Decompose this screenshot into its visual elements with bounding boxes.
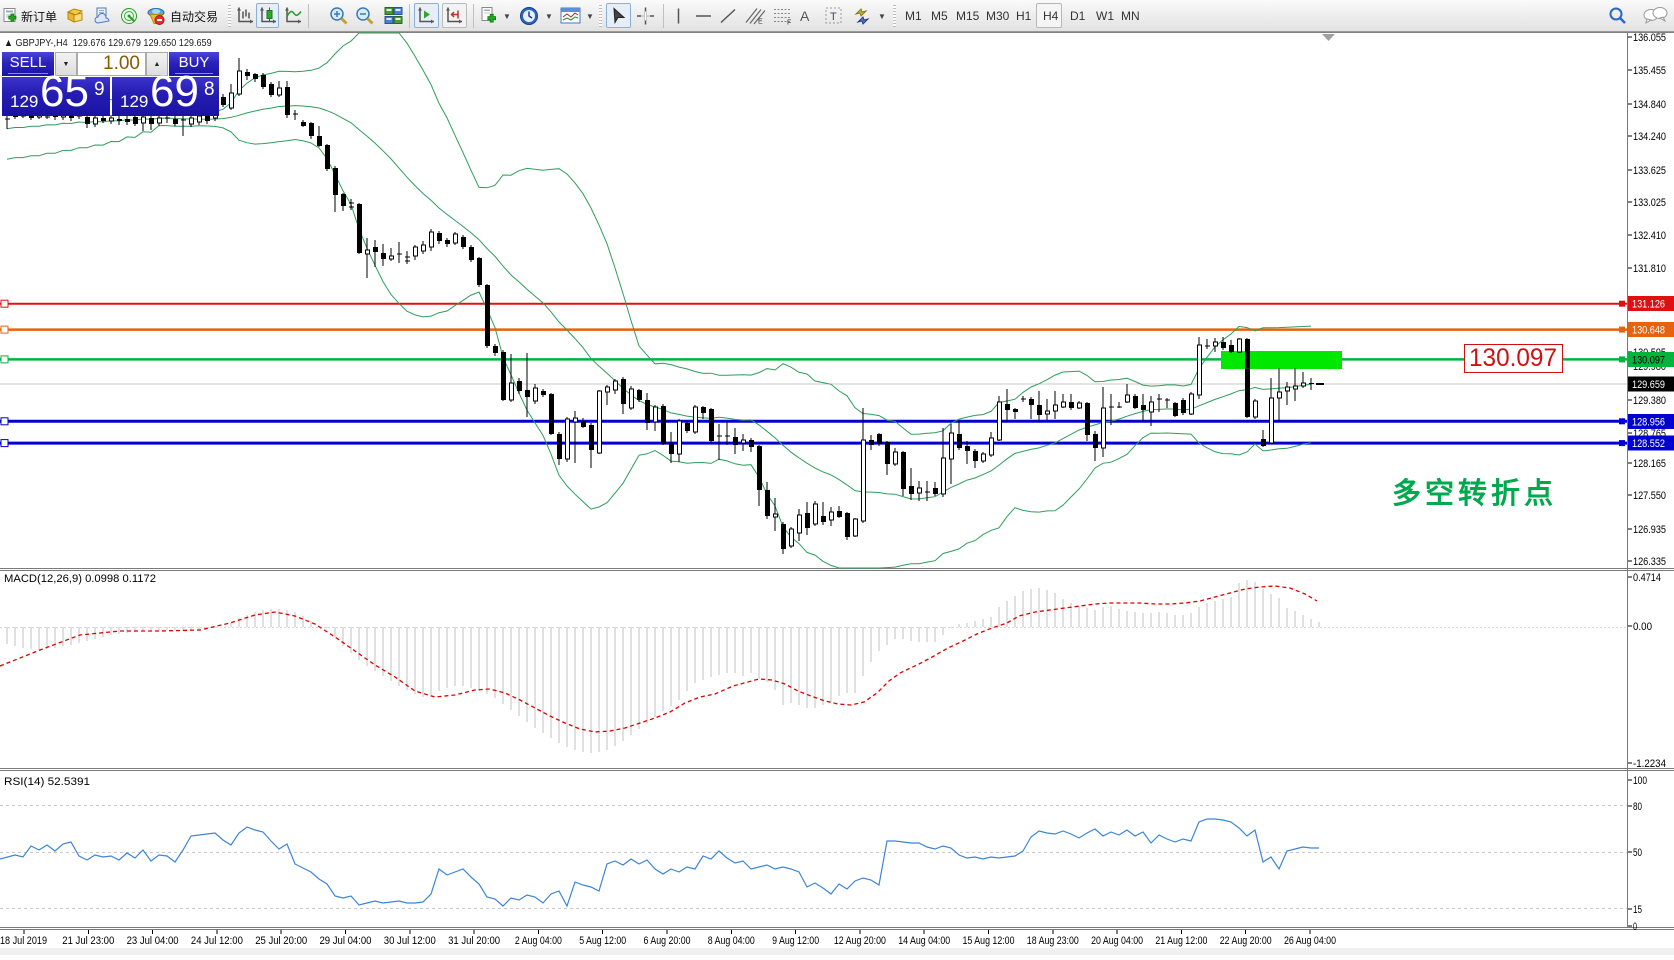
svg-text:20 Aug 04:00: 20 Aug 04:00: [1091, 935, 1143, 947]
svg-text:30 Jul 12:00: 30 Jul 12:00: [384, 935, 436, 947]
svg-text:128.552: 128.552: [1632, 438, 1665, 450]
svg-text:多空转折点: 多空转折点: [1392, 476, 1557, 510]
svg-text:21 Jul 23:00: 21 Jul 23:00: [62, 935, 114, 947]
svg-text:130.097: 130.097: [1469, 344, 1557, 372]
svg-text:100: 100: [1633, 775, 1647, 787]
svg-text:23 Jul 04:00: 23 Jul 04:00: [127, 935, 179, 947]
svg-text:80: 80: [1633, 801, 1642, 813]
svg-text:8 Aug 04:00: 8 Aug 04:00: [708, 935, 755, 947]
svg-text:18 Aug 23:00: 18 Aug 23:00: [1027, 935, 1079, 947]
svg-text:128.956: 128.956: [1632, 416, 1665, 428]
svg-text:128.165: 128.165: [1633, 458, 1666, 470]
svg-text:18 Jul 2019: 18 Jul 2019: [0, 935, 47, 947]
svg-text:25 Jul 20:00: 25 Jul 20:00: [255, 935, 307, 947]
svg-text:9 Aug 12:00: 9 Aug 12:00: [772, 935, 819, 947]
svg-text:126.335: 126.335: [1633, 556, 1666, 568]
svg-text:134.840: 134.840: [1633, 99, 1666, 111]
svg-text:130.648: 130.648: [1632, 325, 1665, 337]
svg-text:133.625: 133.625: [1633, 165, 1666, 177]
svg-text:T: T: [830, 11, 837, 23]
svg-text:14 Aug 04:00: 14 Aug 04:00: [898, 935, 950, 947]
svg-text:24 Jul 12:00: 24 Jul 12:00: [191, 935, 243, 947]
svg-text:0: 0: [1633, 921, 1637, 933]
svg-text:15: 15: [1633, 904, 1642, 916]
svg-text:133.025: 133.025: [1633, 197, 1666, 209]
svg-text:F: F: [787, 20, 791, 27]
svg-text:21 Aug 12:00: 21 Aug 12:00: [1155, 935, 1207, 947]
svg-text:132.410: 132.410: [1633, 230, 1666, 242]
svg-text:0.00: 0.00: [1633, 621, 1652, 633]
svg-text:12 Aug 20:00: 12 Aug 20:00: [834, 935, 886, 947]
svg-text:136.055: 136.055: [1633, 32, 1666, 44]
svg-text:127.550: 127.550: [1633, 490, 1666, 502]
svg-text:RSI(14) 52.5391: RSI(14) 52.5391: [4, 776, 90, 788]
svg-text:130.097: 130.097: [1632, 354, 1665, 366]
svg-text:-1.2234: -1.2234: [1633, 758, 1666, 770]
svg-text:134.240: 134.240: [1633, 131, 1666, 143]
svg-text:E: E: [758, 19, 763, 26]
svg-text:129.380: 129.380: [1633, 395, 1666, 407]
svg-text:6 Aug 20:00: 6 Aug 20:00: [644, 935, 691, 947]
svg-text:31 Jul 20:00: 31 Jul 20:00: [448, 935, 500, 947]
svg-text:2 Aug 04:00: 2 Aug 04:00: [515, 935, 562, 947]
svg-text:0.4714: 0.4714: [1633, 572, 1661, 584]
svg-text:131.126: 131.126: [1632, 299, 1665, 311]
svg-text:29 Jul 04:00: 29 Jul 04:00: [320, 935, 372, 947]
svg-text:126.935: 126.935: [1633, 524, 1666, 536]
svg-text:5 Aug 12:00: 5 Aug 12:00: [579, 935, 626, 947]
svg-text:26 Aug 04:00: 26 Aug 04:00: [1284, 935, 1336, 947]
svg-text:50: 50: [1633, 847, 1642, 859]
svg-text:129.659: 129.659: [1632, 379, 1665, 391]
svg-text:15 Aug 12:00: 15 Aug 12:00: [963, 935, 1015, 947]
svg-text:135.455: 135.455: [1633, 65, 1666, 77]
svg-text:22 Aug 20:00: 22 Aug 20:00: [1220, 935, 1272, 947]
svg-text:131.810: 131.810: [1633, 263, 1666, 275]
svg-text:MACD(12,26,9) 0.0998 0.1172: MACD(12,26,9) 0.0998 0.1172: [4, 573, 156, 585]
